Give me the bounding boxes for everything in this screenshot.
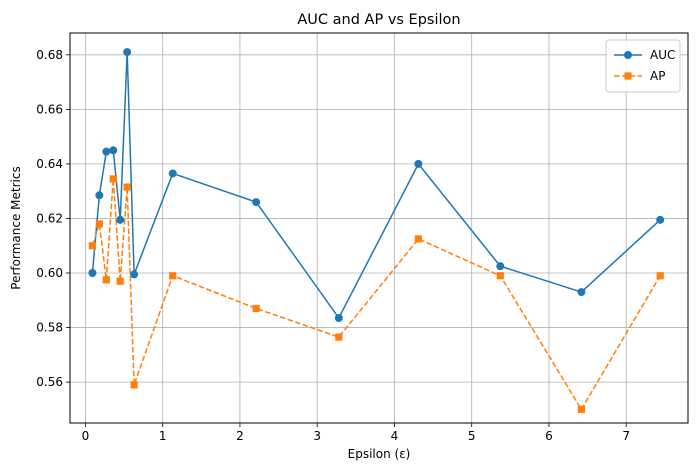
y-tick-label: 0.62: [36, 211, 63, 225]
auc-point: [109, 146, 118, 155]
ap-point: [414, 235, 422, 243]
auc-point: [496, 262, 505, 271]
legend-auc-label: AUC: [650, 48, 675, 62]
x-tick-label: 7: [622, 429, 630, 443]
x-axis-ticks: 0 1 2 3 4 5 6 7: [82, 423, 630, 443]
ap-point: [102, 276, 110, 284]
ap-point: [335, 333, 343, 341]
y-tick-label: 0.60: [36, 266, 63, 280]
x-axis-label: Epsilon (ε): [348, 447, 411, 461]
auc-point: [168, 169, 177, 178]
ap-point: [577, 405, 585, 413]
auc-point: [116, 215, 125, 224]
auc-point: [334, 314, 343, 322]
ap-point: [116, 277, 124, 285]
auc-point: [123, 48, 132, 57]
auc-point: [656, 215, 665, 224]
auc-point: [130, 270, 139, 279]
ap-point: [496, 272, 504, 280]
x-tick-label: 0: [82, 429, 90, 443]
x-tick-label: 3: [313, 429, 321, 443]
legend-ap-marker: [624, 72, 632, 80]
auc-point: [414, 159, 423, 168]
ap-point: [130, 381, 138, 389]
chart-title: AUC and AP vs Epsilon: [297, 12, 460, 28]
x-tick-label: 5: [468, 429, 476, 443]
y-axis-label: Performance Metrics: [9, 166, 23, 289]
ap-point: [123, 183, 131, 191]
series-lines: [91, 52, 661, 411]
ap-series-line: [91, 178, 661, 411]
ap-point: [95, 220, 103, 228]
auc-point: [88, 269, 97, 277]
ap-point: [252, 304, 260, 313]
plot-frame: [69, 32, 689, 424]
ap-point: [88, 242, 97, 250]
x-tick-label: 6: [545, 429, 553, 443]
ap-point: [169, 272, 177, 280]
auc-point: [95, 191, 104, 200]
ap-point: [109, 175, 117, 183]
y-tick-label: 0.58: [36, 321, 63, 335]
y-tick-label: 0.64: [36, 157, 63, 171]
legend-ap-label: AP: [650, 69, 665, 83]
legend-auc-marker: [624, 51, 632, 59]
y-tick-label: 0.56: [36, 375, 63, 389]
series-markers: [88, 48, 665, 413]
y-axis-ticks: 0.56 0.58 0.60 0.62 0.64 0.66 0.68: [36, 48, 70, 389]
ap-point: [656, 272, 664, 280]
auc-point: [102, 147, 111, 156]
x-tick-label: 2: [236, 429, 244, 443]
x-tick-label: 1: [159, 429, 167, 443]
grid: [70, 33, 688, 423]
auc-point: [577, 288, 586, 297]
y-tick-label: 0.68: [36, 48, 63, 62]
legend: AUC AP: [605, 39, 681, 93]
y-tick-label: 0.66: [36, 102, 63, 116]
x-tick-label: 4: [391, 429, 399, 443]
auc-point: [252, 198, 261, 207]
